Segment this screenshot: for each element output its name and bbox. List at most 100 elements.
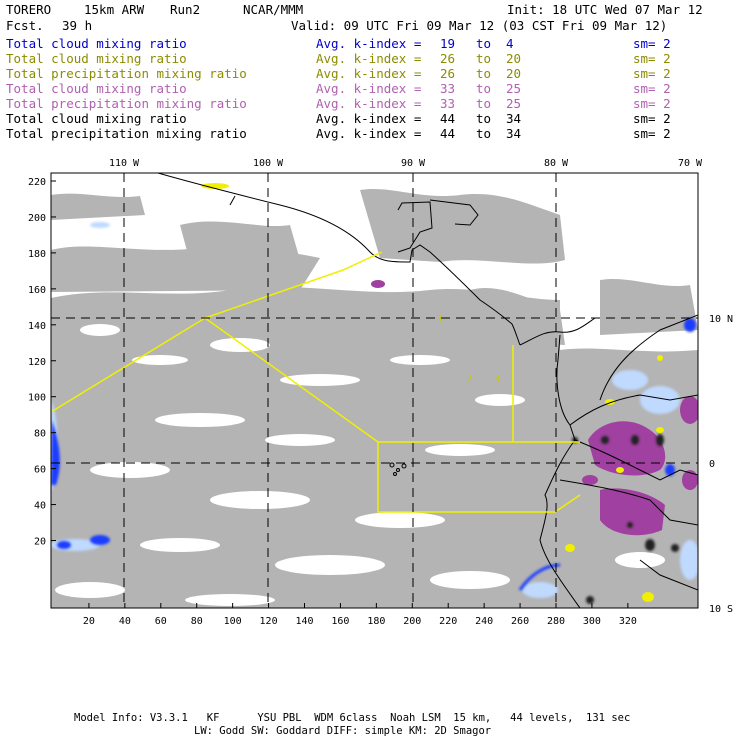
x-tick-label: 240 <box>475 616 493 627</box>
lon-label-90w: 90 W <box>401 158 426 169</box>
y-tick-label: 100 <box>28 393 46 404</box>
x-tick-label: 300 <box>583 616 601 627</box>
y-tick-label: 120 <box>28 357 46 368</box>
legend-field: Total cloud mixing ratio <box>6 81 187 96</box>
legend-k-from: 44 <box>440 111 456 126</box>
legend-k-from: 33 <box>440 96 456 111</box>
legend-sm: sm= 2 <box>633 51 671 66</box>
forecast-label: Fcst. <box>6 18 44 33</box>
x-tick-label: 100 <box>224 616 242 627</box>
legend-sm: sm= 2 <box>633 36 671 51</box>
lon-label-110w: 110 W <box>109 158 140 169</box>
legend-k-from: 26 <box>440 66 456 81</box>
legend-to: to <box>476 36 492 51</box>
y-tick-label: 20 <box>34 537 46 548</box>
y-tick-label: 140 <box>28 321 46 332</box>
valid-time: Valid: 09 UTC Fri 09 Mar 12 (03 CST Fri … <box>291 18 668 33</box>
lat-label-10s: 10 S <box>709 604 733 615</box>
forecast-hour: 39 h <box>62 18 93 33</box>
x-tick-label: 140 <box>295 616 313 627</box>
legend-to: to <box>476 126 492 141</box>
legend-k-to: 25 <box>506 96 522 111</box>
legend-sm: sm= 2 <box>633 66 671 81</box>
cloud-field <box>51 188 698 608</box>
model-name: TORERO <box>6 2 52 17</box>
legend-field: Total cloud mixing ratio <box>6 36 187 51</box>
cloud-free-areas <box>55 324 665 606</box>
coastlines <box>157 173 698 608</box>
legend-to: to <box>476 96 492 111</box>
legend-to: to <box>476 81 492 96</box>
legend-field: Total precipitation mixing ratio <box>6 126 247 141</box>
legend-k-from: 44 <box>440 126 456 141</box>
legend-kindex-label: Avg. k-index = <box>316 96 422 111</box>
y-tick-label: 200 <box>28 213 46 224</box>
lat-lon-grid <box>51 173 698 608</box>
y-tick-label: 40 <box>34 501 46 512</box>
grid-ticks: 20 40 60 80 100 120 140 160 180 200 220 240 260 280 30… <box>28 177 637 627</box>
x-tick-label: 40 <box>119 616 131 627</box>
x-tick-label: 60 <box>155 616 167 627</box>
legend-to: to <box>476 66 492 81</box>
legend-to: to <box>476 111 492 126</box>
y-tick-label: 160 <box>28 285 46 296</box>
legend-field: Total cloud mixing ratio <box>6 51 187 66</box>
legend-k-to: 4 <box>506 36 514 51</box>
legend-k-to: 25 <box>506 81 522 96</box>
legend-kindex-label: Avg. k-index = <box>316 66 422 81</box>
org-label: NCAR/MMM <box>243 2 304 17</box>
legend-k-from: 26 <box>440 51 456 66</box>
legend-sm: sm= 2 <box>633 96 671 111</box>
legend-kindex-label: Avg. k-index = <box>316 126 422 141</box>
lon-label-70w: 70 W <box>678 158 703 169</box>
y-tick-label: 220 <box>28 177 46 188</box>
legend-k-from: 33 <box>440 81 456 96</box>
x-tick-label: 180 <box>367 616 385 627</box>
x-tick-label: 80 <box>191 616 203 627</box>
legend-k-to: 20 <box>506 66 522 81</box>
legend-sm: sm= 2 <box>633 111 671 126</box>
legend-sm: sm= 2 <box>633 126 671 141</box>
y-tick-label: 180 <box>28 249 46 260</box>
x-tick-label: 120 <box>260 616 278 627</box>
x-tick-label: 220 <box>439 616 457 627</box>
x-tick-label: 20 <box>83 616 95 627</box>
region-label-3: 3 <box>494 374 500 385</box>
legend-field: Total precipitation mixing ratio <box>6 66 247 81</box>
legend-k-from: 19 <box>440 36 456 51</box>
lat-label-0: 0 <box>709 459 715 470</box>
legend-field: Total cloud mixing ratio <box>6 111 187 126</box>
model-info-line1: Model Info: V3.3.1 KF YSU PBL WDM 6class… <box>74 712 631 724</box>
region-label-2: 2 <box>466 374 472 385</box>
model-info-line2: LW: Godd SW: Goddard DIFF: simple KM: 2D… <box>194 725 492 737</box>
x-tick-label: 320 <box>619 616 637 627</box>
x-tick-label: 160 <box>331 616 349 627</box>
lat-label-10n: 10 N <box>709 314 733 325</box>
legend-k-to: 20 <box>506 51 522 66</box>
region-label-1: 1 <box>437 314 443 325</box>
yellow-precip <box>201 183 664 602</box>
x-tick-label: 260 <box>511 616 529 627</box>
black-cores <box>572 434 679 604</box>
legend-kindex-label: Avg. k-index = <box>316 36 422 51</box>
lon-label-100w: 100 W <box>253 158 284 169</box>
legend-k-to: 34 <box>506 111 522 126</box>
legend-sm: sm= 2 <box>633 81 671 96</box>
legend-to: to <box>476 51 492 66</box>
legend-kindex-label: Avg. k-index = <box>316 51 422 66</box>
legend-field: Total precipitation mixing ratio <box>6 96 247 111</box>
x-tick-label: 280 <box>547 616 565 627</box>
y-tick-label: 60 <box>34 465 46 476</box>
init-time: Init: 18 UTC Wed 07 Mar 12 <box>507 2 703 17</box>
legend-k-to: 34 <box>506 126 522 141</box>
model-resolution: 15km ARW <box>84 2 145 17</box>
plot-frame <box>50 172 699 609</box>
x-tick-label: 200 <box>403 616 421 627</box>
run-label: Run2 <box>170 2 201 17</box>
legend-kindex-label: Avg. k-index = <box>316 81 422 96</box>
region-boundaries <box>51 251 581 513</box>
legend-kindex-label: Avg. k-index = <box>316 111 422 126</box>
lon-label-80w: 80 W <box>544 158 569 169</box>
y-tick-label: 80 <box>34 429 46 440</box>
